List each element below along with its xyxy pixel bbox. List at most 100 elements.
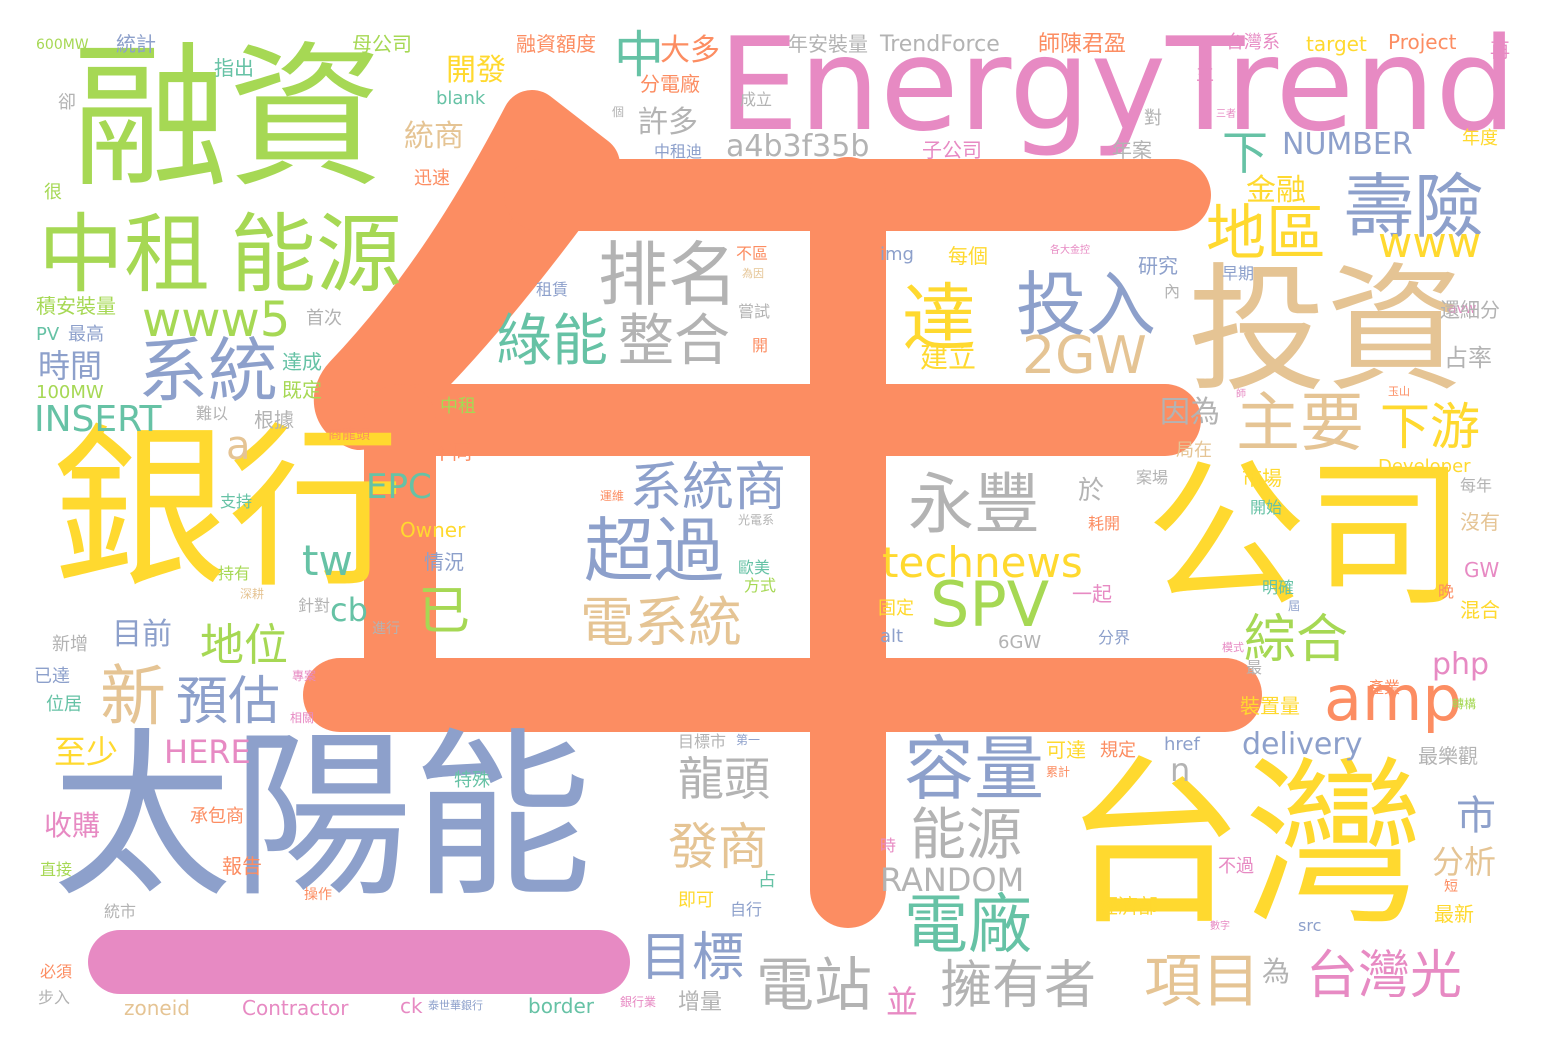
word-可達: 可達 [1046,738,1086,762]
word-指出: 指出 [214,56,254,80]
word-首次: 首次 [306,308,342,329]
word-開發: 開發 [446,53,506,88]
word-統市: 統市 [104,902,137,921]
word-www: www [1378,218,1482,267]
word-卻: 卻 [58,92,76,113]
word-操作: 操作 [304,887,332,903]
word-迅速: 迅速 [414,168,450,189]
word-預估: 預估 [176,672,281,732]
word-contractor: Contractor [242,996,349,1020]
word-random: RANDOM [880,861,1025,899]
word-玉山: 玉山 [1388,385,1410,398]
word-母公司: 母公司 [352,32,412,56]
word-子公司: 子公司 [922,138,982,162]
word-alt: alt [880,626,904,647]
word-超過: 超過 [584,510,724,592]
word-目標市: 目標市 [678,732,727,751]
word-金融: 金融 [1246,173,1306,208]
word-永豐: 永豐 [908,466,1040,543]
word-方式: 方式 [744,576,777,595]
word-時: 時 [880,836,897,855]
word-zoneid: zoneid [124,996,190,1020]
word-即可: 即可 [678,890,714,911]
word-研究: 研究 [1138,254,1178,278]
word-沒有: 沒有 [1460,510,1500,534]
word-最新: 最新 [1434,902,1474,926]
word-中租: 中租 [38,205,210,305]
word-龍頭: 龍頭 [678,752,770,806]
word-報告: 報告 [222,854,262,878]
word-針對: 針對 [298,596,331,615]
word-台灣光: 台灣光 [1306,946,1463,1006]
word-最: 最 [1246,658,1263,677]
word-局在: 局在 [1176,440,1212,461]
word-屆: 屆 [1288,599,1301,613]
word-here: HERE [164,733,251,771]
word-至少: 至少 [54,733,119,771]
word-ck: ck [400,994,423,1018]
word-投入: 投入 [1016,264,1156,346]
word-a: a [226,423,251,469]
word-難以: 難以 [196,404,229,423]
word-既定: 既定 [282,378,322,402]
word-為因: 為因 [742,267,764,280]
word-avw: avw [1448,301,1477,317]
word-大多: 大多 [660,33,720,68]
word-模式: 模式 [1222,641,1244,654]
word-支持: 支持 [220,492,253,511]
word-並: 並 [886,983,919,1021]
word-整合: 整合 [618,309,730,374]
word-銀行: 銀行 [52,407,405,612]
word-地位: 地位 [200,620,288,671]
word-統商: 統商 [404,119,464,154]
word-中: 中 [614,26,664,84]
word-owner: Owner [400,518,466,542]
word-insert: INSERT [34,399,162,440]
word-www5: www5 [142,292,291,348]
word-持有: 持有 [218,564,251,583]
word-一起: 一起 [1072,582,1112,606]
word-php: php [1432,647,1490,682]
word-太陽能: 太陽能 [52,713,593,922]
word-delivery: delivery [1242,727,1363,762]
word-固定: 固定 [878,598,914,619]
word-擁有者: 擁有者 [940,956,1097,1016]
word-開: 開 [752,336,769,355]
word-收購: 收購 [44,809,101,842]
word-台灣: 台灣 [1064,741,1425,950]
word-許多: 許多 [638,105,698,140]
word-project: Project [1388,30,1457,54]
word-容量: 容量 [904,728,1044,810]
word-energytrend: EnergyTrend [718,11,1517,160]
word-發商: 發商 [668,818,768,876]
word-已: 已 [418,582,471,642]
word-產業: 產業 [1368,678,1401,697]
word-不過: 不過 [1218,856,1254,877]
word-為: 為 [1262,955,1291,988]
word-達成: 達成 [282,350,322,374]
word-混合: 混合 [1460,598,1500,622]
word-img: img [880,244,914,265]
word-下游: 下游 [1380,398,1480,456]
word-裝置量: 裝置量 [1240,694,1300,718]
word-分電廠: 分電廠 [640,72,700,96]
word-達: 達 [902,276,976,362]
word-開始: 開始 [1250,498,1283,517]
word-amp: amp [1324,662,1462,735]
word-壽險: 壽險 [1344,166,1484,248]
word-租賃: 租賃 [536,280,569,299]
word-電廠: 電廠 [904,889,1032,963]
word-spv: SPV [930,568,1050,641]
word-主: 主 [1196,64,1214,85]
word-公司: 公司 [1146,442,1467,629]
word-承包商: 承包商 [190,806,244,827]
word-統計: 統計 [116,32,156,56]
word-100mw: 100MW [36,382,104,403]
word-最高: 最高 [68,324,104,345]
word-數字: 數字 [1210,921,1230,932]
word-規定: 規定 [1100,740,1136,761]
word-能源2: 能源 [910,803,1022,868]
word-number: NUMBER [1282,127,1413,162]
word-光電系: 光電系 [738,513,775,527]
